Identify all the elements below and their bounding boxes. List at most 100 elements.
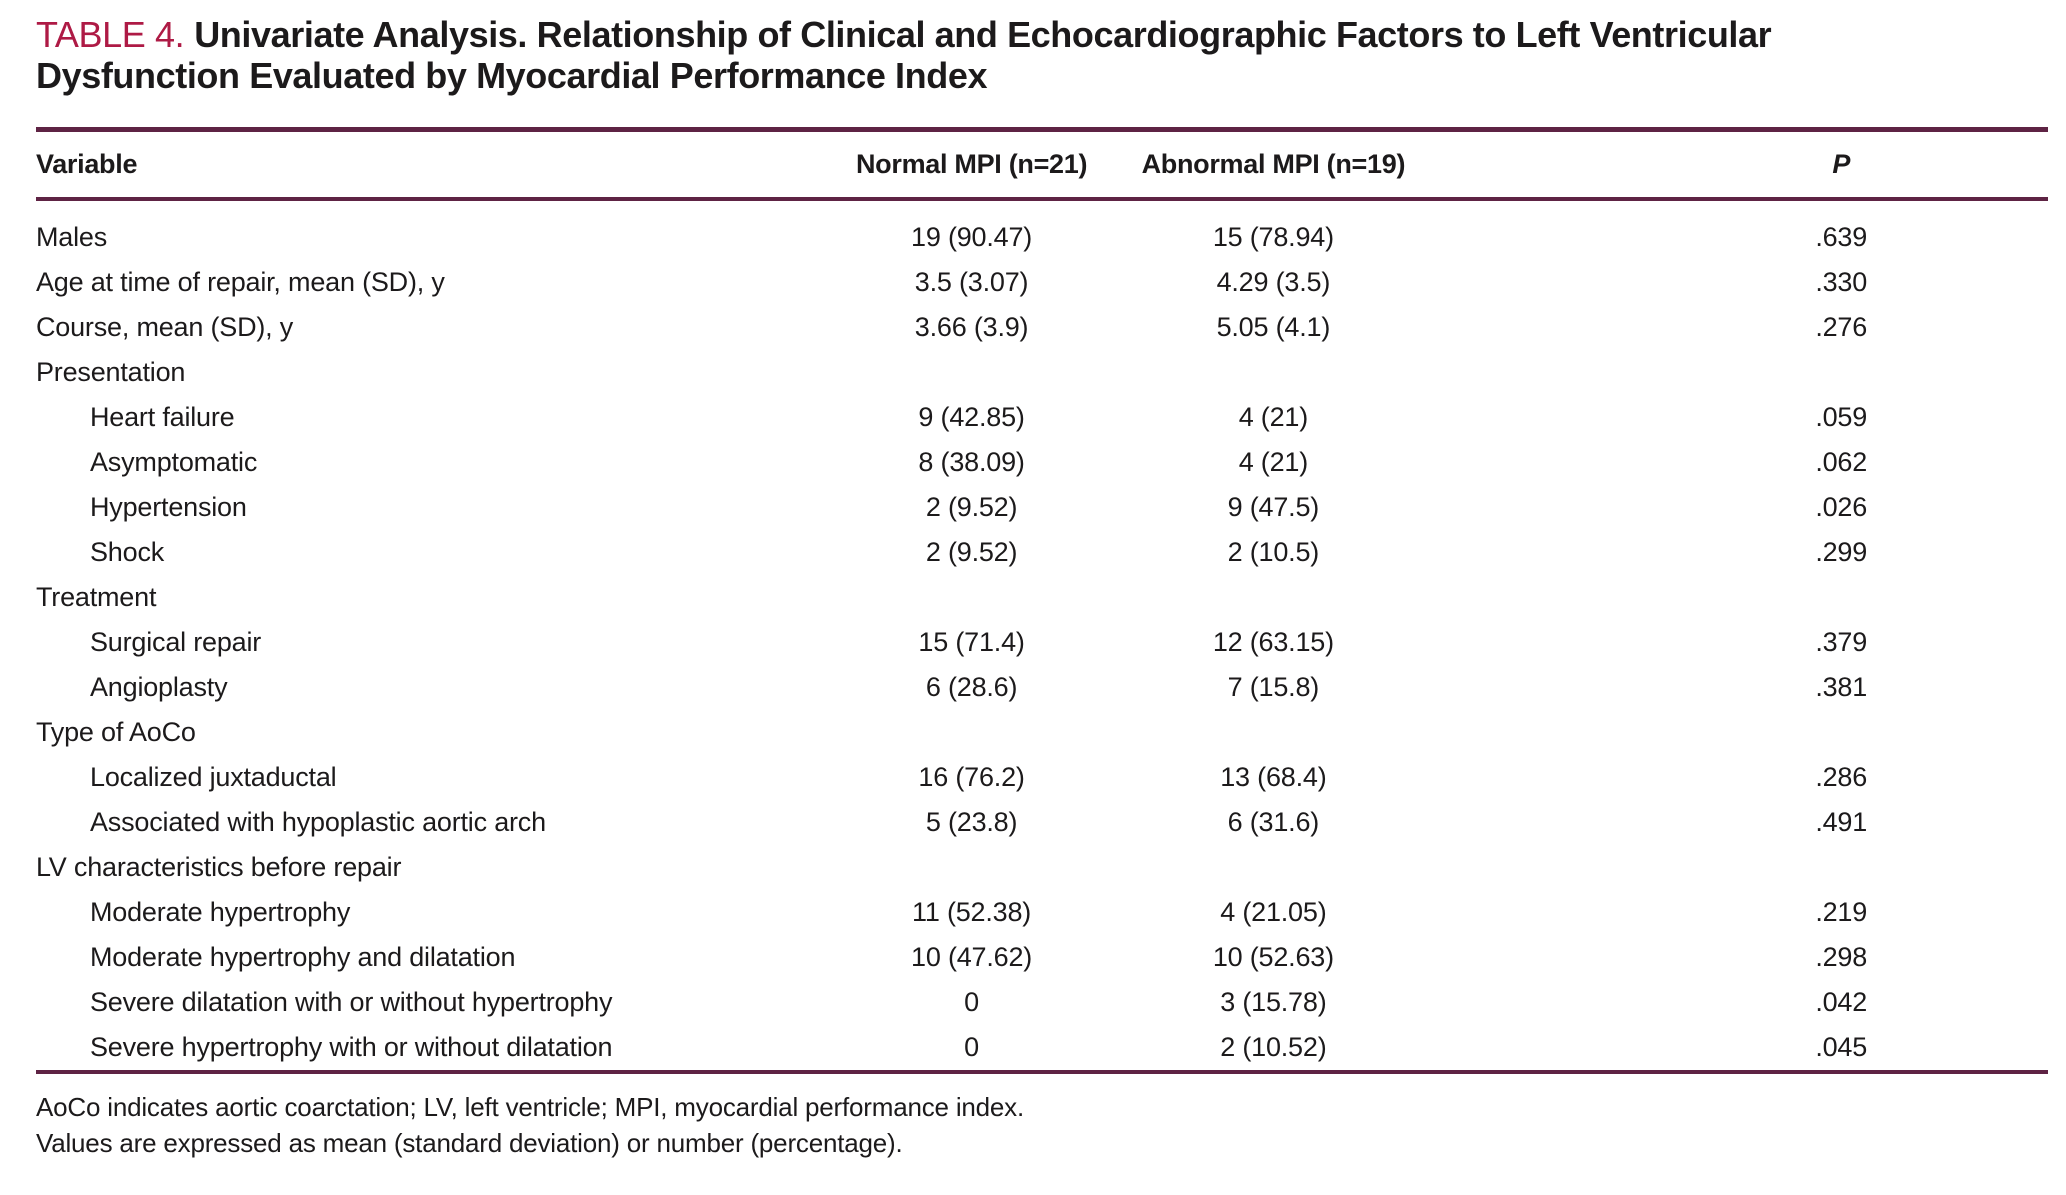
- table-row: Surgical repair 15 (71.4) 12 (63.15) .37…: [36, 620, 2048, 665]
- normal-mpi-cell: [841, 710, 1103, 755]
- p-value-cell: .381: [1815, 672, 1868, 702]
- table-row: LV characteristics before repair: [36, 845, 2048, 890]
- abnormal-mpi-cell: 13 (68.4): [1220, 762, 1327, 792]
- normal-mpi-cell: 6 (28.6): [925, 672, 1018, 702]
- abnormal-mpi-cell: [1102, 575, 1444, 620]
- table-body: Males 19 (90.47) 15 (78.94) .639 Age at …: [36, 199, 2048, 1072]
- row-label-cell: Hypertension: [90, 492, 247, 522]
- normal-mpi-cell: [841, 845, 1103, 890]
- row-label-cell: Type of AoCo: [36, 717, 196, 747]
- p-value-cell: .219: [1815, 897, 1868, 927]
- abnormal-mpi-cell: [1102, 710, 1444, 755]
- normal-mpi-cell: 11 (52.38): [912, 897, 1032, 927]
- p-value-cell: .379: [1815, 627, 1868, 657]
- row-label-cell: Heart failure: [90, 402, 235, 432]
- abnormal-mpi-cell: 4 (21.05): [1220, 897, 1327, 927]
- p-value-cell: .059: [1815, 402, 1868, 432]
- p-value-cell: .062: [1815, 447, 1868, 477]
- table-title: TABLE 4. Univariate Analysis. Relationshi…: [36, 14, 2048, 96]
- row-label-cell: Surgical repair: [90, 627, 262, 657]
- abnormal-mpi-cell: 6 (31.6): [1227, 807, 1320, 837]
- table-title-line1: Univariate Analysis. Relationship of Cli…: [194, 14, 1772, 55]
- table-footnotes: AoCo indicates aortic coarctation; LV, l…: [36, 1089, 2048, 1161]
- col-header-abnormal-mpi: Abnormal MPI (n=19): [1102, 129, 1445, 201]
- normal-mpi-cell: 2 (9.52): [925, 492, 1018, 522]
- p-value-cell: .491: [1815, 807, 1868, 837]
- row-label-cell: Treatment: [36, 582, 157, 612]
- row-label-cell: Angioplasty: [90, 672, 228, 702]
- row-label-cell: Moderate hypertrophy: [90, 897, 351, 927]
- table-row: Presentation: [36, 350, 2048, 395]
- col-header-normal-mpi: Normal MPI (n=21): [840, 129, 1103, 201]
- table-row: Shock 2 (9.52) 2 (10.5) .299: [36, 530, 2048, 575]
- row-label-cell: LV characteristics before repair: [36, 852, 402, 882]
- table-number-label: TABLE 4.: [36, 14, 185, 55]
- p-value-cell: .286: [1815, 762, 1868, 792]
- p-value-cell: .276: [1815, 312, 1868, 342]
- abnormal-mpi-cell: 4.29 (3.5): [1216, 267, 1331, 297]
- table-row: Asymptomatic 8 (38.09) 4 (21) .062: [36, 440, 2048, 485]
- row-label-cell: Severe hypertrophy with or without dilat…: [90, 1032, 613, 1062]
- abnormal-mpi-cell: 4 (21): [1238, 447, 1309, 477]
- table-row: Associated with hypoplastic aortic arch …: [36, 800, 2048, 845]
- header-row: Variable Normal MPI (n=21) Abnormal MPI …: [36, 129, 2048, 201]
- abnormal-mpi-cell: 2 (10.52): [1220, 1032, 1327, 1062]
- normal-mpi-cell: 3.66 (3.9): [914, 312, 1029, 342]
- abnormal-mpi-cell: [1102, 350, 1444, 395]
- p-value-cell: .299: [1815, 537, 1868, 567]
- row-label-cell: Males: [36, 222, 108, 252]
- p-value-cell: [1444, 710, 2048, 755]
- col-header-p-value: P: [1444, 129, 2048, 201]
- table-row: Localized juxtaductal 16 (76.2) 13 (68.4…: [36, 755, 2048, 800]
- normal-mpi-cell: 19 (90.47): [911, 222, 1033, 252]
- p-value-cell: .639: [1815, 222, 1868, 252]
- normal-mpi-cell: 16 (76.2): [918, 762, 1025, 792]
- normal-mpi-cell: 3.5 (3.07): [914, 267, 1029, 297]
- table-row: Course, mean (SD), y 3.66 (3.9) 5.05 (4.…: [36, 305, 2048, 350]
- abnormal-mpi-cell: 3 (15.78): [1220, 987, 1327, 1017]
- p-value-cell: .026: [1815, 492, 1868, 522]
- normal-mpi-cell: 0: [964, 1032, 979, 1062]
- table-row: Severe dilatation with or without hypert…: [36, 980, 2048, 1025]
- abnormal-mpi-cell: 12 (63.15): [1212, 627, 1334, 657]
- normal-mpi-cell: 10 (47.62): [911, 942, 1033, 972]
- p-value-cell: [1444, 350, 2048, 395]
- row-label-cell: Moderate hypertrophy and dilatation: [90, 942, 516, 972]
- abnormal-mpi-cell: 10 (52.63): [1212, 942, 1334, 972]
- col-header-variable: Variable: [36, 129, 841, 201]
- row-label-cell: Shock: [90, 537, 165, 567]
- footnote-values-note: Values are expressed as mean (standard d…: [36, 1128, 903, 1158]
- abnormal-mpi-cell: 2 (10.5): [1227, 537, 1320, 567]
- table-row: Heart failure 9 (42.85) 4 (21) .059: [36, 395, 2048, 440]
- p-value-cell: .045: [1815, 1032, 1868, 1062]
- table-row: Severe hypertrophy with or without dilat…: [36, 1025, 2048, 1072]
- table-row: Moderate hypertrophy and dilatation 10 (…: [36, 935, 2048, 980]
- paper-table-figure: TABLE 4. Univariate Analysis. Relationshi…: [36, 14, 2048, 1161]
- p-value-cell: .298: [1815, 942, 1868, 972]
- row-label-cell: Course, mean (SD), y: [36, 312, 294, 342]
- p-value-cell: .042: [1815, 987, 1868, 1017]
- normal-mpi-cell: 5 (23.8): [925, 807, 1018, 837]
- p-value-cell: [1444, 845, 2048, 890]
- footnote-abbreviations: AoCo indicates aortic coarctation; LV, l…: [36, 1092, 1024, 1122]
- table-row: Angioplasty 6 (28.6) 7 (15.8) .381: [36, 665, 2048, 710]
- normal-mpi-cell: 9 (42.85): [918, 402, 1025, 432]
- normal-mpi-cell: [841, 575, 1103, 620]
- abnormal-mpi-cell: 7 (15.8): [1227, 672, 1320, 702]
- p-value-cell: .330: [1815, 267, 1868, 297]
- row-label-cell: Localized juxtaductal: [90, 762, 337, 792]
- normal-mpi-cell: 8 (38.09): [918, 447, 1025, 477]
- row-label-cell: Age at time of repair, mean (SD), y: [36, 267, 445, 297]
- table-title-line2: Dysfunction Evaluated by Myocardial Perf…: [36, 55, 988, 96]
- abnormal-mpi-cell: 9 (47.5): [1227, 492, 1320, 522]
- table-row: Age at time of repair, mean (SD), y 3.5 …: [36, 260, 2048, 305]
- normal-mpi-cell: 2 (9.52): [925, 537, 1018, 567]
- normal-mpi-cell: 15 (71.4): [918, 627, 1025, 657]
- table-row: Type of AoCo: [36, 710, 2048, 755]
- table-row: Moderate hypertrophy 11 (52.38) 4 (21.05…: [36, 890, 2048, 935]
- normal-mpi-cell: [841, 350, 1103, 395]
- table-row: Males 19 (90.47) 15 (78.94) .639: [36, 199, 2048, 260]
- abnormal-mpi-cell: 4 (21): [1238, 402, 1309, 432]
- row-label-cell: Asymptomatic: [90, 447, 258, 477]
- abnormal-mpi-cell: 5.05 (4.1): [1216, 312, 1331, 342]
